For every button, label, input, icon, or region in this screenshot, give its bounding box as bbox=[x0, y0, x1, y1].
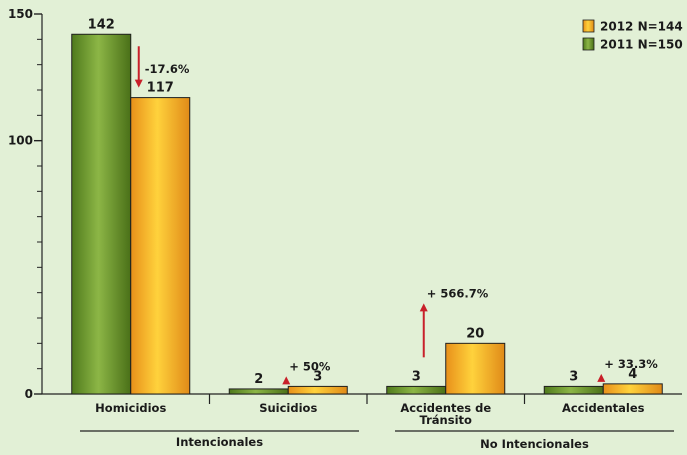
y-tick-label: 150 bbox=[8, 7, 33, 21]
data-label: 4 bbox=[628, 367, 637, 382]
data-label: 142 bbox=[88, 17, 115, 32]
legend-swatch bbox=[582, 37, 595, 51]
x-tick-label: Homicidios bbox=[95, 401, 166, 415]
change-label: + 50% bbox=[289, 359, 331, 373]
bar-series2 bbox=[602, 383, 663, 395]
data-label: 3 bbox=[412, 369, 421, 384]
bar-series1 bbox=[386, 385, 447, 395]
x-tick-label: Suicidios bbox=[259, 401, 317, 415]
bar-series1 bbox=[228, 388, 289, 395]
legend-label: 2011 N=150 bbox=[600, 38, 683, 52]
x-tick-label: Accidentes de bbox=[400, 401, 491, 415]
bar-series1 bbox=[71, 33, 132, 395]
data-label: 3 bbox=[569, 369, 578, 384]
data-label: 3 bbox=[313, 369, 322, 384]
bar-series2 bbox=[287, 385, 348, 395]
group-label: No Intencionales bbox=[480, 437, 589, 451]
legend-swatch bbox=[582, 19, 595, 33]
y-tick-label: 0 bbox=[25, 387, 33, 401]
group-label: Intencionales bbox=[176, 435, 263, 449]
change-label: -17.6% bbox=[145, 62, 190, 76]
data-label: 117 bbox=[147, 81, 174, 96]
legend-label: 2012 N=144 bbox=[600, 20, 683, 34]
change-arrowhead bbox=[419, 303, 428, 312]
x-tick-label: Accidentales bbox=[562, 401, 645, 415]
x-tick-label: Tránsito bbox=[420, 413, 472, 427]
bar-series2 bbox=[445, 342, 506, 395]
bar-series2 bbox=[130, 97, 191, 395]
change-arrowhead bbox=[282, 376, 291, 385]
bar-series1 bbox=[543, 385, 604, 395]
change-label: + 33.3% bbox=[604, 357, 658, 371]
y-tick-label: 100 bbox=[8, 134, 33, 148]
change-label: + 566.7% bbox=[427, 286, 489, 300]
data-label: 20 bbox=[466, 326, 484, 341]
data-label: 2 bbox=[254, 372, 263, 387]
change-arrowhead bbox=[134, 79, 143, 88]
change-arrowhead bbox=[597, 373, 606, 382]
